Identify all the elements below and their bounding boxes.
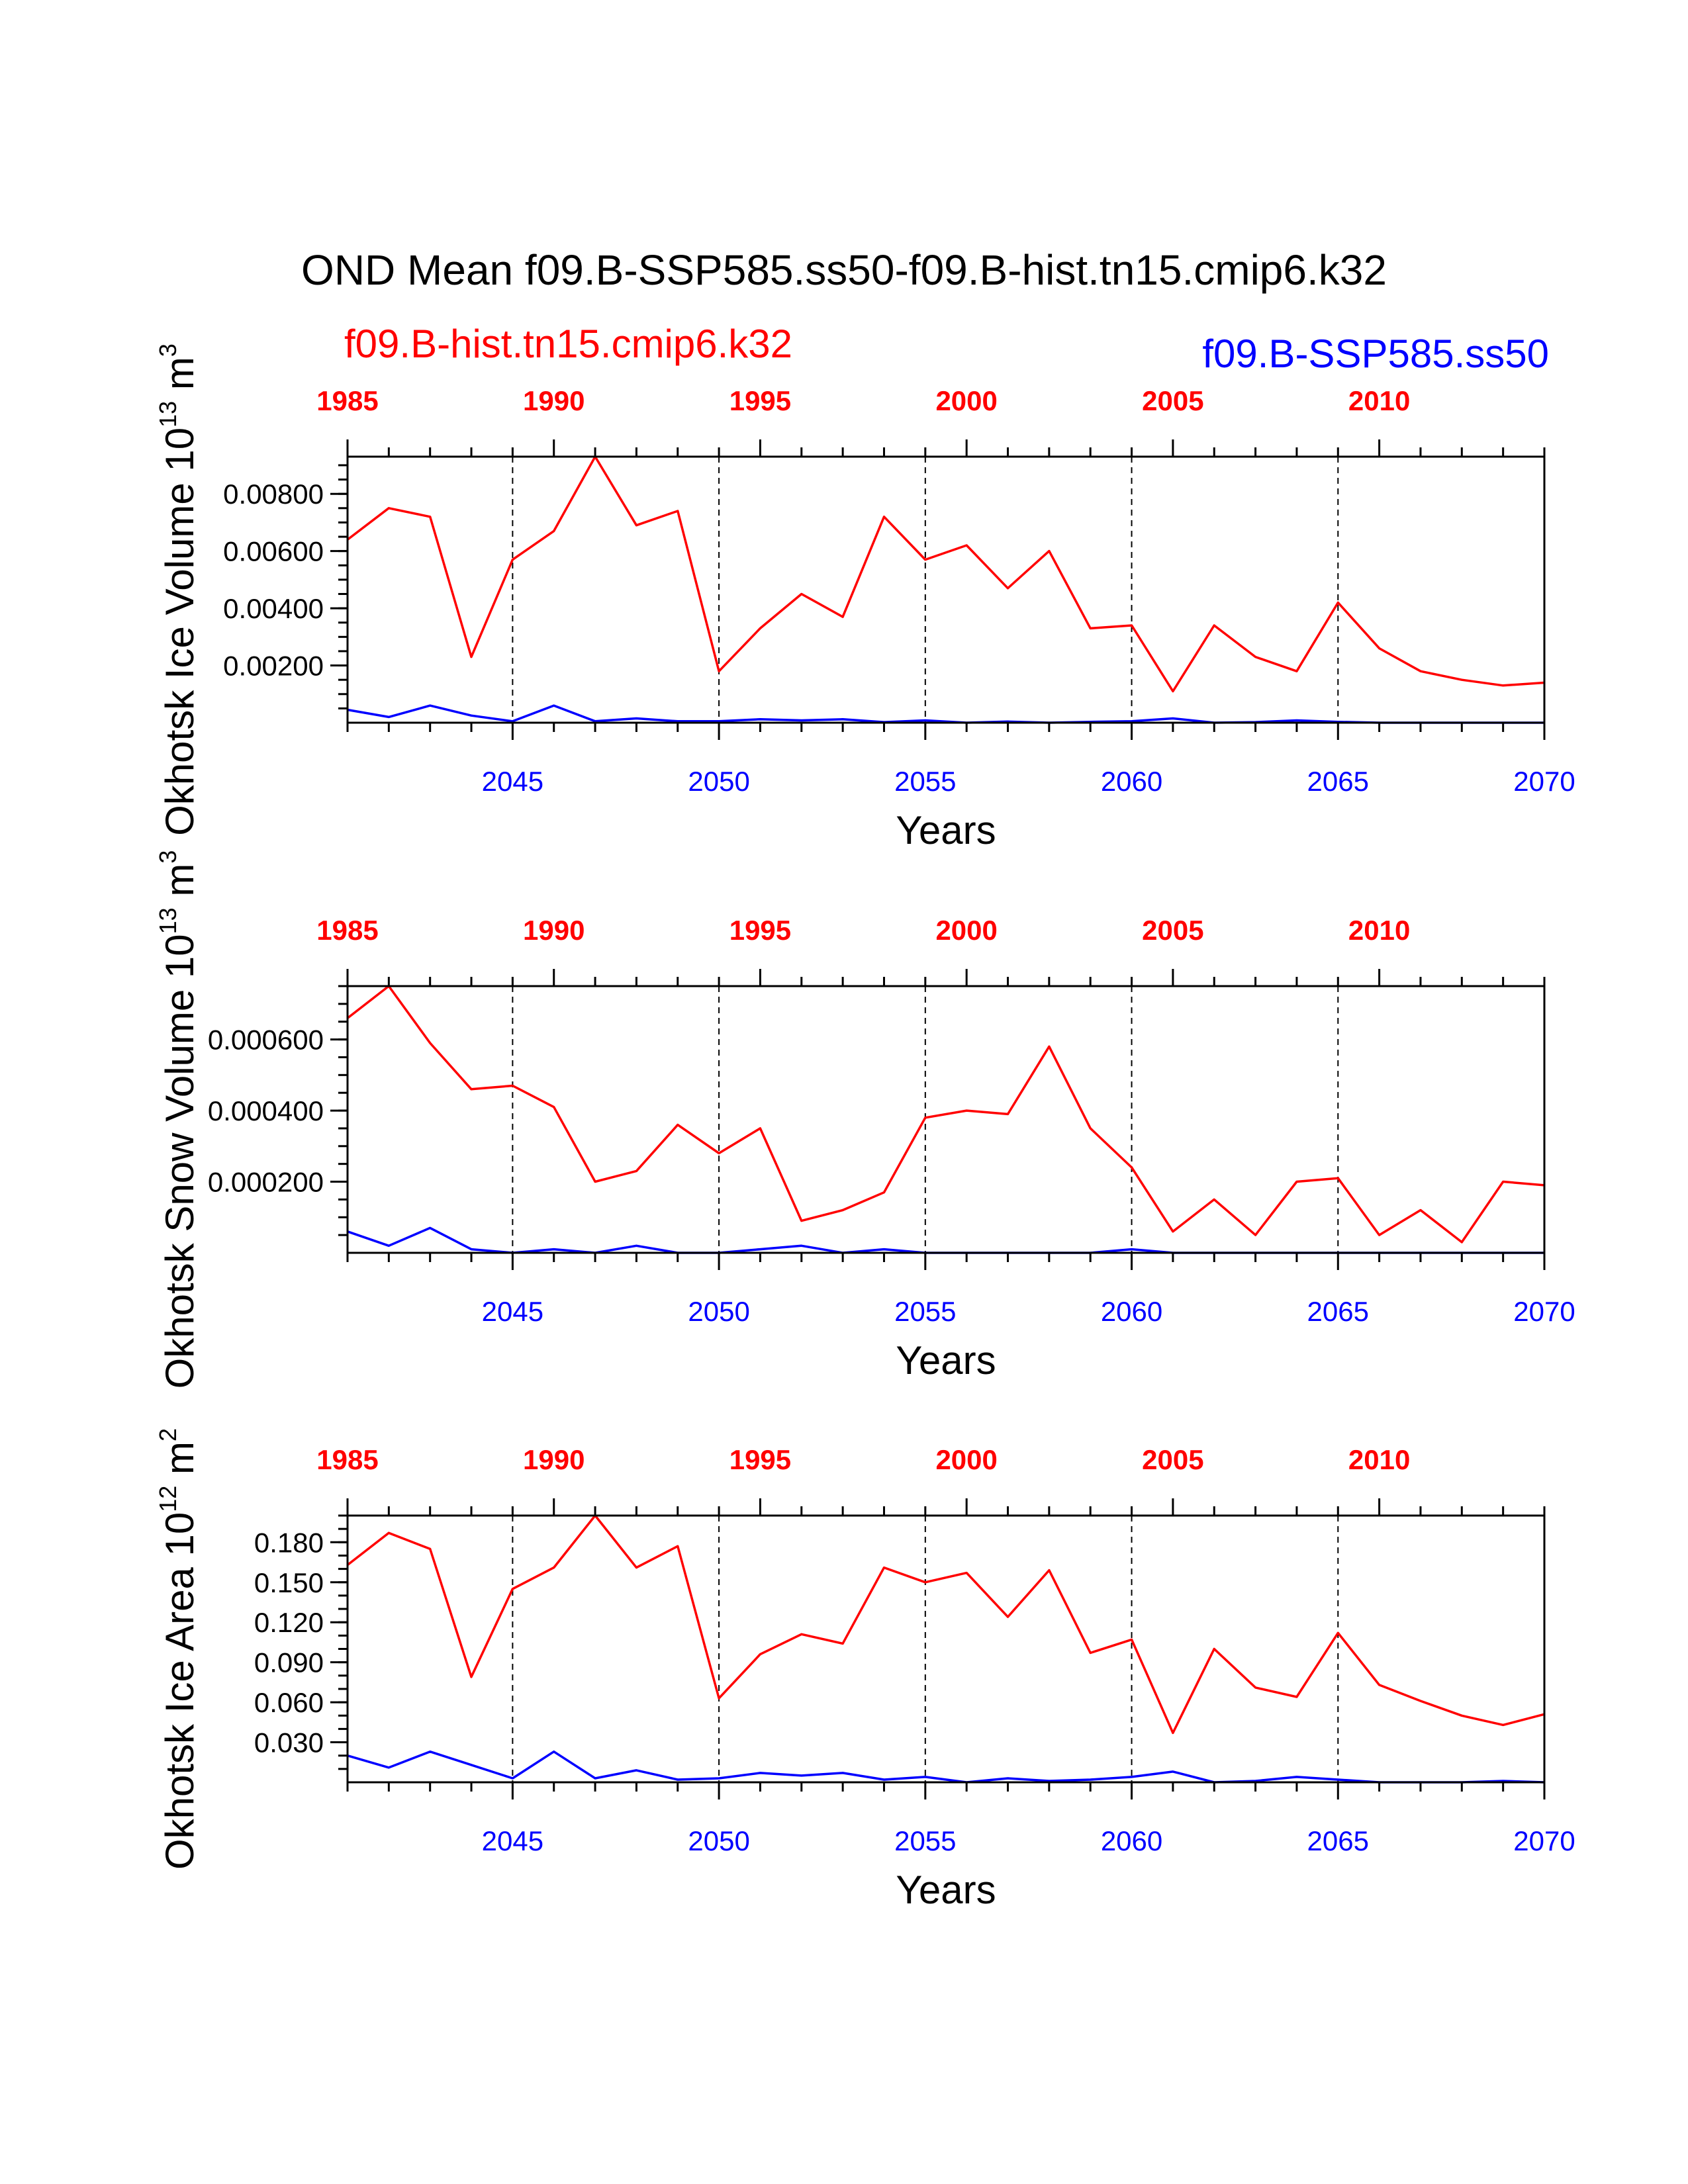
x-tick-label-bottom: 2065 [1307, 1825, 1369, 1856]
x-tick-label-top: 1985 [316, 1444, 378, 1475]
y-tick-label: 0.150 [254, 1567, 324, 1598]
y-axis-title: Okhotsk Ice Area 1012 m2 [154, 1428, 202, 1870]
y-tick-label: 0.000600 [208, 1024, 324, 1056]
x-axis-title: Years [896, 1338, 996, 1383]
x-tick-label-top: 2000 [935, 915, 997, 946]
y-axis-title-part: Okhotsk Snow Volume 10 [158, 934, 202, 1388]
x-tick-label-top: 1985 [316, 915, 378, 946]
legend-hist-label: f09.B-hist.tn15.cmip6.k32 [344, 322, 792, 366]
y-axis-title: Okhotsk Snow Volume 1013 m3 [154, 850, 202, 1389]
x-axis-title: Years [896, 1868, 996, 1912]
x-tick-label-bottom: 2055 [894, 1825, 956, 1856]
x-tick-label-bottom: 2045 [482, 766, 543, 797]
panel-1: 0.00200 0.00400 0.00600 0.00800 2045 2050 2055… [154, 343, 1575, 852]
y-tick-label: 0.00400 [223, 593, 324, 624]
x-tick-label-bottom: 2065 [1307, 766, 1369, 797]
y-axis-title-part: m [158, 1441, 202, 1486]
plot-frame [346, 455, 1546, 724]
y-tick-label: 0.00600 [223, 536, 324, 567]
y-tick-label: 0.180 [254, 1527, 324, 1558]
x-tick-label-bottom: 2055 [894, 766, 956, 797]
x-tick-label-top: 1990 [523, 385, 585, 416]
x-tick-label-top: 2005 [1142, 385, 1203, 416]
y-axis-title-part: 2 [154, 1428, 181, 1441]
x-tick-label-bottom: 2055 [894, 1296, 956, 1327]
x-tick-label-top: 2010 [1348, 1444, 1410, 1475]
x-tick-label-bottom: 2050 [688, 766, 749, 797]
y-axis-title-part: m [158, 864, 202, 908]
y-tick-label: 0.060 [254, 1687, 324, 1718]
y-axis-title-part: Okhotsk Ice Volume 10 [158, 428, 202, 836]
panels: 0.00200 0.00400 0.00600 0.00800 2045 2050 2055… [154, 343, 1575, 1912]
x-tick-label-top: 1990 [523, 1444, 585, 1475]
x-tick-label-top: 1995 [729, 1444, 791, 1475]
y-tick-label: 0.090 [254, 1647, 324, 1678]
x-tick-label-top: 1985 [316, 385, 378, 416]
y-tick-label: 0.120 [254, 1607, 324, 1638]
x-tick-label-bottom: 2070 [1513, 1825, 1575, 1856]
x-tick-label-bottom: 2050 [688, 1825, 749, 1856]
y-tick-label: 0.000200 [208, 1167, 324, 1198]
x-tick-label-bottom: 2045 [482, 1825, 543, 1856]
x-tick-label-bottom: 2060 [1101, 1825, 1162, 1856]
x-tick-label-top: 2005 [1142, 915, 1203, 946]
y-axis-title-part: 3 [154, 850, 181, 864]
y-axis-title-part: 3 [154, 343, 181, 357]
x-tick-label-bottom: 2070 [1513, 1296, 1575, 1327]
series-line-hist [346, 985, 1545, 1244]
plot-frame [346, 985, 1546, 1254]
x-tick-label-top: 2010 [1348, 385, 1410, 416]
x-tick-label-bottom: 2045 [482, 1296, 543, 1327]
panel-2: 0.000200 0.000400 0.000600 2045 2050 2055 2060… [154, 850, 1575, 1389]
y-tick-label: 0.00800 [223, 478, 324, 510]
x-axis-title: Years [896, 808, 996, 852]
x-tick-label-top: 1990 [523, 915, 585, 946]
y-axis-title-part: Okhotsk Ice Area 10 [158, 1512, 202, 1870]
x-tick-label-bottom: 2060 [1101, 1296, 1162, 1327]
series-line-ssp [347, 1750, 1545, 1784]
legend-ssp-label: f09.B-SSP585.ss50 [1202, 332, 1549, 376]
x-tick-label-top: 2000 [935, 1444, 997, 1475]
y-axis-title-part: m [158, 357, 202, 401]
x-tick-label-top: 2005 [1142, 1444, 1203, 1475]
x-tick-label-top: 1995 [729, 385, 791, 416]
y-tick-label: 0.00200 [223, 651, 324, 682]
y-axis-title: Okhotsk Ice Volume 1013 m3 [154, 343, 202, 836]
y-axis-title-part: 12 [154, 1486, 181, 1512]
x-tick-label-bottom: 2065 [1307, 1296, 1369, 1327]
x-tick-label-bottom: 2070 [1513, 766, 1575, 797]
x-tick-label-bottom: 2050 [688, 1296, 749, 1327]
x-tick-label-top: 2010 [1348, 915, 1410, 946]
y-tick-label: 0.030 [254, 1727, 324, 1758]
x-tick-label-top: 2000 [935, 385, 997, 416]
x-tick-label-top: 1995 [729, 915, 791, 946]
figure-title: OND Mean f09.B-SSP585.ss50-f09.B-hist.tn… [301, 246, 1387, 294]
x-tick-label-bottom: 2060 [1101, 766, 1162, 797]
series-line-hist [346, 1514, 1545, 1735]
y-tick-label: 0.000400 [208, 1095, 324, 1126]
series-line-hist [346, 455, 1545, 693]
panel-3: 0.030 0.060 0.090 0.120 0.150 0.180 2045 2050 20… [154, 1428, 1575, 1912]
y-axis-title-part: 13 [154, 401, 181, 428]
y-axis-title-part: 13 [154, 907, 181, 934]
